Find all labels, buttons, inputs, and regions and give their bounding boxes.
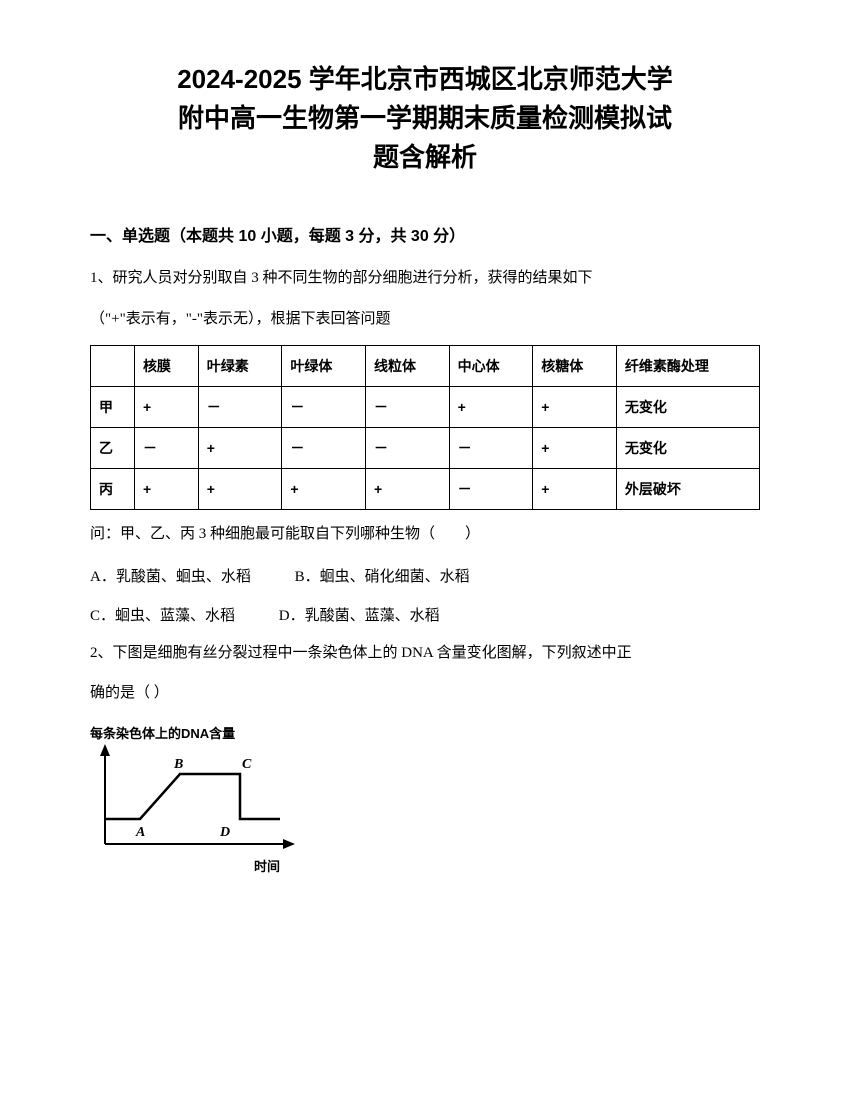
table-cell: － — [449, 469, 533, 510]
q2-text-1: 2、下图是细胞有丝分裂过程中一条染色体上的 DNA 含量变化图解，下列叙述中正 — [90, 639, 760, 668]
chart-line — [105, 774, 280, 819]
q1-option-a: A．乳酸菌、蛔虫、水稻 — [90, 561, 251, 594]
y-axis-arrow-icon — [100, 744, 110, 756]
q1-option-c: C．蛔虫、蓝藻、水稻 — [90, 600, 235, 633]
table-header-cell: 纤维素酶处理 — [616, 346, 759, 387]
table-cell: + — [449, 387, 533, 428]
table-cell: + — [134, 387, 198, 428]
table-cell: － — [365, 428, 449, 469]
q2-chart-svg: A B C D — [90, 744, 300, 854]
table-row: 丙 + + + + － + 外层破坏 — [91, 469, 760, 510]
table-cell: + — [134, 469, 198, 510]
q2-chart: 每条染色体上的DNA含量 A B C D 时间 — [90, 723, 300, 875]
table-cell: + — [198, 428, 282, 469]
title-line-3: 题含解析 — [373, 142, 477, 172]
table-cell: + — [533, 387, 617, 428]
table-cell: 甲 — [91, 387, 135, 428]
table-cell: － — [449, 428, 533, 469]
section-heading: 一、单选题（本题共 10 小题，每题 3 分，共 30 分） — [90, 222, 760, 246]
q2-text-2: 确的是（ ） — [90, 679, 760, 708]
table-cell: － — [365, 387, 449, 428]
table-header-cell: 核糖体 — [533, 346, 617, 387]
table-cell: － — [198, 387, 282, 428]
q1-option-b: B．蛔虫、硝化细菌、水稻 — [295, 561, 470, 594]
q1-options-row-1: A．乳酸菌、蛔虫、水稻 B．蛔虫、硝化细菌、水稻 — [90, 561, 760, 594]
table-header-cell — [91, 346, 135, 387]
table-header-cell: 叶绿体 — [282, 346, 366, 387]
point-label-b: B — [173, 757, 183, 772]
point-label-a: A — [135, 825, 145, 840]
point-label-c: C — [242, 757, 252, 772]
table-cell: 无变化 — [616, 387, 759, 428]
q1-options-row-2: C．蛔虫、蓝藻、水稻 D．乳酸菌、蓝藻、水稻 — [90, 600, 760, 633]
title-line-2: 附中高一生物第一学期期末质量检测模拟试 — [178, 103, 672, 133]
table-cell: + — [365, 469, 449, 510]
table-cell: + — [533, 469, 617, 510]
table-cell: － — [134, 428, 198, 469]
table-cell: 无变化 — [616, 428, 759, 469]
table-cell: － — [282, 428, 366, 469]
point-label-d: D — [219, 825, 230, 840]
q2-chart-xlabel: 时间 — [90, 856, 300, 875]
table-cell: + — [533, 428, 617, 469]
table-header-cell: 中心体 — [449, 346, 533, 387]
table-row: 甲 + － － － + + 无变化 — [91, 387, 760, 428]
table-cell: － — [282, 387, 366, 428]
table-header-cell: 核膜 — [134, 346, 198, 387]
table-cell: 乙 — [91, 428, 135, 469]
q1-followup: 问：甲、乙、丙 3 种细胞最可能取自下列哪种生物（ ） — [90, 520, 760, 549]
q2-chart-ylabel: 每条染色体上的DNA含量 — [90, 723, 300, 742]
x-axis-arrow-icon — [283, 839, 295, 849]
table-cell: 丙 — [91, 469, 135, 510]
q1-data-table: 核膜 叶绿素 叶绿体 线粒体 中心体 核糖体 纤维素酶处理 甲 + － － － … — [90, 345, 760, 510]
table-header-cell: 叶绿素 — [198, 346, 282, 387]
table-header-row: 核膜 叶绿素 叶绿体 线粒体 中心体 核糖体 纤维素酶处理 — [91, 346, 760, 387]
q1-text-2: （"+"表示有，"-"表示无），根据下表回答问题 — [90, 305, 760, 334]
table-row: 乙 － + － － － + 无变化 — [91, 428, 760, 469]
table-cell: + — [282, 469, 366, 510]
table-cell: 外层破坏 — [616, 469, 759, 510]
page-title: 2024-2025 学年北京市西城区北京师范大学 附中高一生物第一学期期末质量检… — [90, 60, 760, 177]
title-line-1: 2024-2025 学年北京市西城区北京师范大学 — [177, 64, 673, 94]
q1-text-1: 1、研究人员对分别取自 3 种不同生物的部分细胞进行分析，获得的结果如下 — [90, 264, 760, 293]
q1-option-d: D．乳酸菌、蓝藻、水稻 — [279, 600, 440, 633]
table-cell: + — [198, 469, 282, 510]
table-header-cell: 线粒体 — [365, 346, 449, 387]
